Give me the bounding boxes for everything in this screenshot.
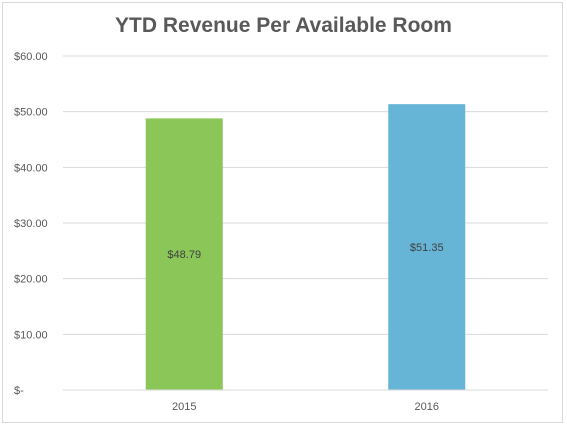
data-label: $48.79 (167, 249, 201, 261)
gridlines (63, 55, 548, 335)
y-axis-tick-labels: $- $10.00 $20.00 $30.00 $40.00 $50.00 $60.00 (14, 51, 48, 397)
chart-frame (2, 2, 563, 423)
bars (145, 104, 466, 390)
y-tick-label: $50.00 (14, 107, 48, 119)
y-tick-label: $- (14, 385, 24, 397)
data-label: $51.35 (410, 242, 444, 254)
y-tick-label: $10.00 (14, 329, 48, 341)
y-tick-label: $30.00 (14, 218, 48, 230)
y-tick-label: $60.00 (14, 51, 48, 63)
x-axis-tick-labels: 2015 2016 (172, 401, 439, 413)
bar (145, 118, 223, 390)
data-labels: $48.79 $51.35 (167, 242, 443, 261)
chart-title: YTD Revenue Per Available Room (115, 14, 452, 37)
x-tick-label: 2016 (415, 401, 439, 413)
y-tick-label: $40.00 (14, 162, 48, 174)
y-tick-label: $20.00 (14, 274, 48, 286)
bar (388, 104, 466, 390)
x-tick-label: 2015 (172, 401, 196, 413)
